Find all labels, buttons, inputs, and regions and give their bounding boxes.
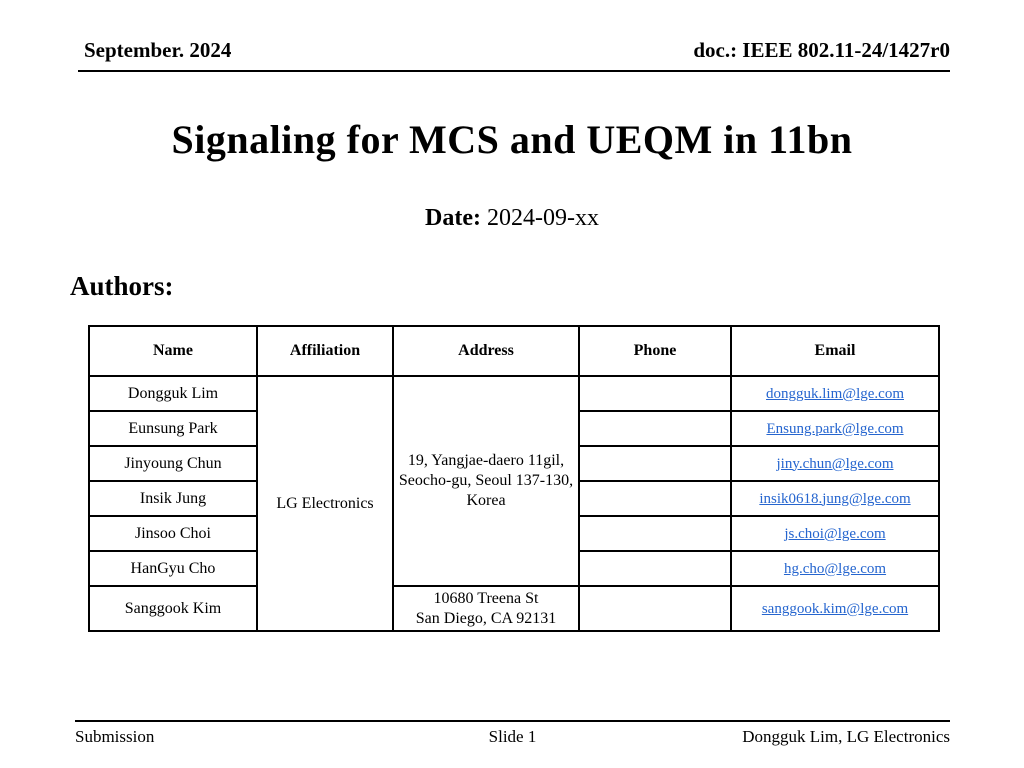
name-cell: Jinsoo Choi: [88, 515, 258, 552]
table-row: Sanggook Kim 10680 Treena St San Diego, …: [88, 585, 940, 632]
column-header-affiliation: Affiliation: [256, 325, 394, 377]
name-cell: HanGyu Cho: [88, 550, 258, 587]
table-row: Insik Jung insik0618.jung@lge.com: [88, 480, 940, 517]
affiliation-cell: LG Electronics: [256, 375, 394, 632]
name-cell: Sanggook Kim: [88, 585, 258, 632]
date-line: Date: 2024-09-xx: [0, 205, 1024, 232]
table-row: Jinyoung Chun jiny.chun@lge.com: [88, 445, 940, 482]
name-cell: Dongguk Lim: [88, 375, 258, 412]
authors-heading: Authors:: [70, 271, 174, 301]
footer-submission-label: Submission: [75, 727, 155, 746]
table-row: Jinsoo Choi js.choi@lge.com: [88, 515, 940, 552]
email-link[interactable]: Ensung.park@lge.com: [766, 420, 904, 437]
email-cell: hg.cho@lge.com: [730, 550, 940, 587]
phone-cell: [578, 480, 732, 517]
address-line: 10680 Treena St: [433, 589, 539, 607]
slide-header: September. 2024 doc.: IEEE 802.11-24/142…: [78, 38, 950, 72]
slide-title: Signaling for MCS and UEQM in 11bn: [171, 117, 853, 162]
address-cell-seoul: 19, Yangjae-daero 11gil, Seocho-gu, Seou…: [392, 375, 580, 587]
column-header-address: Address: [392, 325, 580, 377]
table-header-row: Name Affiliation Address Phone Email: [88, 325, 940, 377]
email-link[interactable]: hg.cho@lge.com: [783, 560, 887, 577]
phone-cell: [578, 410, 732, 447]
phone-cell: [578, 445, 732, 482]
email-link[interactable]: jiny.chun@lge.com: [776, 455, 894, 472]
column-header-name: Name: [88, 325, 258, 377]
header-month-year: September. 2024: [84, 38, 232, 62]
phone-cell: [578, 550, 732, 587]
table-row: Eunsung Park Ensung.park@lge.com: [88, 410, 940, 447]
address-line: San Diego, CA 92131: [415, 609, 557, 627]
email-cell: sanggook.kim@lge.com: [730, 585, 940, 632]
column-header-phone: Phone: [578, 325, 732, 377]
phone-cell: [578, 375, 732, 412]
phone-cell: [578, 585, 732, 632]
email-link[interactable]: js.choi@lge.com: [784, 525, 886, 542]
email-link[interactable]: insik0618.jung@lge.com: [759, 490, 911, 507]
name-cell: Eunsung Park: [88, 410, 258, 447]
footer-slide-number: Slide 1: [488, 727, 537, 746]
email-cell: dongguk.lim@lge.com: [730, 375, 940, 412]
footer-author-credit: Dongguk Lim, LG Electronics: [742, 727, 951, 746]
email-link[interactable]: sanggook.kim@lge.com: [761, 600, 909, 617]
email-cell: js.choi@lge.com: [730, 515, 940, 552]
email-cell: Ensung.park@lge.com: [730, 410, 940, 447]
slide-footer: Submission Slide 1 Dongguk Lim, LG Elect…: [75, 720, 950, 747]
column-header-email: Email: [730, 325, 940, 377]
name-cell: Insik Jung: [88, 480, 258, 517]
name-cell: Jinyoung Chun: [88, 445, 258, 482]
email-link[interactable]: dongguk.lim@lge.com: [766, 385, 904, 402]
date-label: Date:: [425, 205, 481, 231]
table-row: HanGyu Cho hg.cho@lge.com: [88, 550, 940, 587]
header-doc-number: doc.: IEEE 802.11-24/1427r0: [693, 38, 950, 62]
address-cell-san-diego: 10680 Treena St San Diego, CA 92131: [392, 585, 580, 632]
date-value: 2024-09-xx: [486, 205, 599, 231]
email-cell: insik0618.jung@lge.com: [730, 480, 940, 517]
email-cell: jiny.chun@lge.com: [730, 445, 940, 482]
phone-cell: [578, 515, 732, 552]
authors-table: Name Affiliation Address Phone Email Don…: [88, 325, 940, 632]
table-row: Dongguk Lim LG Electronics 19, Yangjae-d…: [88, 375, 940, 632]
